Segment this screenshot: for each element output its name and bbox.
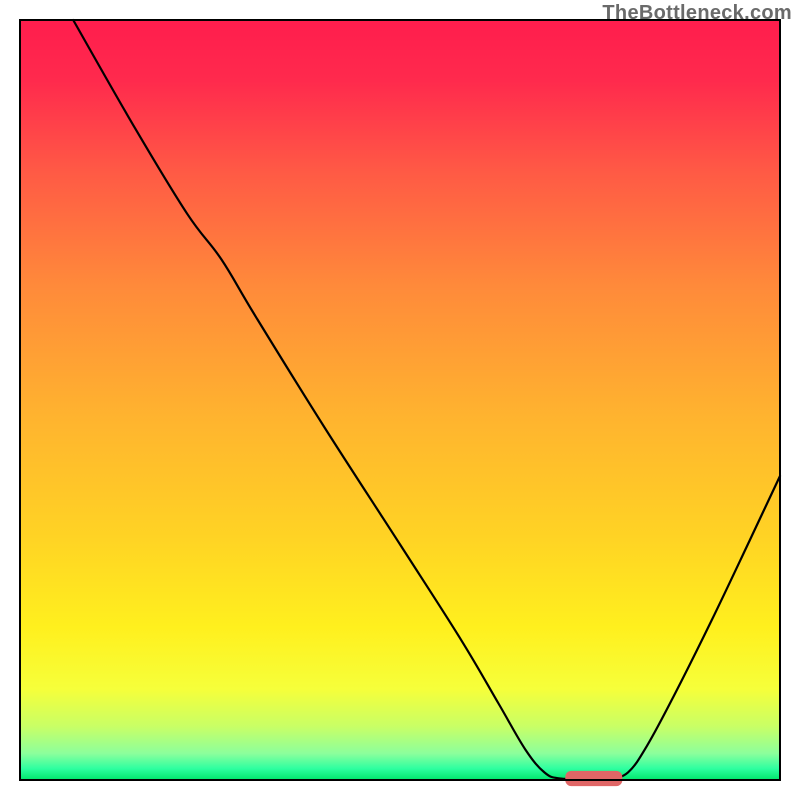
plot-background-gradient (20, 20, 780, 780)
optimal-marker (565, 771, 622, 786)
watermark-text: TheBottleneck.com (602, 2, 792, 25)
bottleneck-chart (0, 0, 800, 800)
figure-container: TheBottleneck.com (0, 0, 800, 800)
